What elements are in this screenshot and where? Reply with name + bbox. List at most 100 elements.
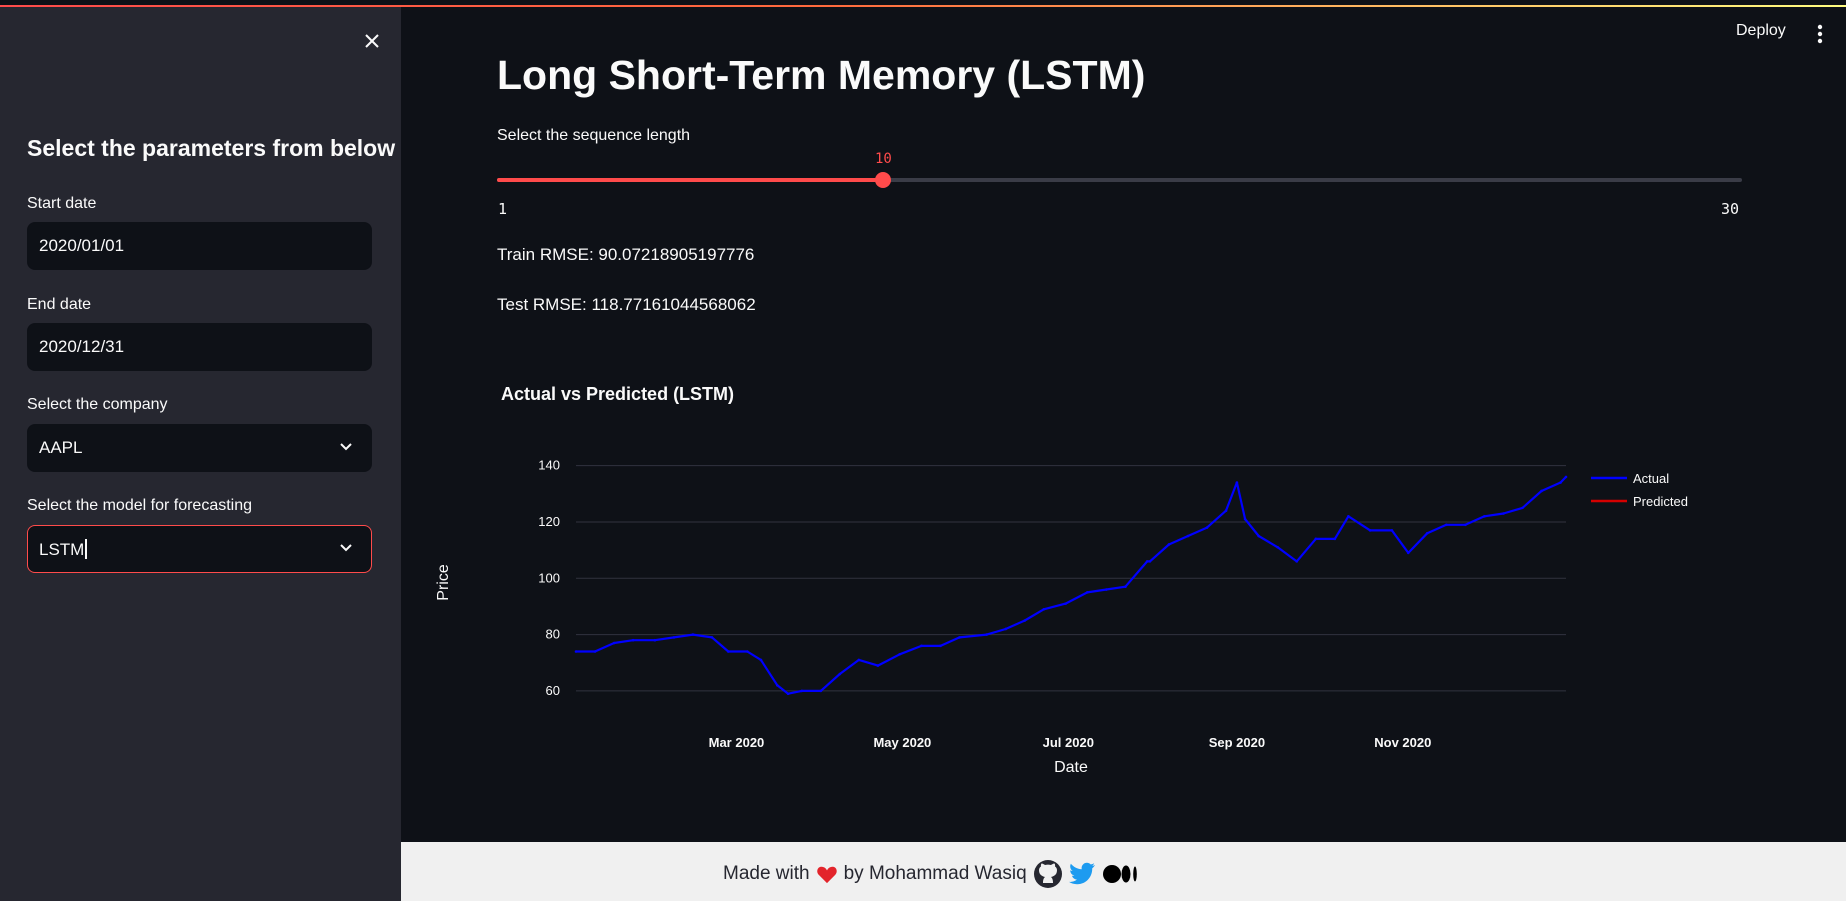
data-point <box>631 638 635 642</box>
data-point <box>1023 619 1027 622</box>
data-point <box>1406 551 1410 555</box>
footer-author: by Mohammad Wasiq <box>843 863 1027 884</box>
data-point <box>1257 534 1260 538</box>
x-tick-label: Mar 2020 <box>709 735 765 750</box>
data-point <box>1314 537 1318 541</box>
page-title: Long Short-Term Memory (LSTM) <box>497 52 1146 98</box>
footer: Made with by Mohammad Wasiq <box>401 842 1846 901</box>
chevron-down-icon <box>340 544 352 552</box>
data-point <box>838 672 842 676</box>
end-date-value: 2020/12/31 <box>39 337 125 356</box>
data-point <box>786 692 790 696</box>
data-point <box>1464 523 1467 527</box>
model-select[interactable]: LSTM <box>27 525 372 573</box>
data-point <box>746 650 749 653</box>
github-icon[interactable] <box>1033 859 1063 889</box>
end-date-input[interactable]: 2020/12/31 <box>27 323 372 371</box>
data-point <box>1445 523 1448 527</box>
data-point <box>727 650 730 653</box>
chart-title: Actual vs Predicted (LSTM) <box>501 384 735 404</box>
data-point <box>1205 526 1209 529</box>
slider-value: 10 <box>874 151 892 167</box>
slider-fill <box>497 178 884 182</box>
data-point <box>1564 475 1568 479</box>
close-icon <box>365 34 379 48</box>
close-sidebar-button[interactable] <box>358 27 386 55</box>
x-tick-label: May 2020 <box>873 735 931 750</box>
medium-icon[interactable] <box>1102 863 1139 885</box>
data-point <box>775 683 779 687</box>
legend-label-predicted: Predicted <box>1633 494 1688 509</box>
end-date-label: End date <box>27 296 92 313</box>
x-axis-label: Date <box>1054 759 1088 776</box>
data-point <box>1521 506 1524 510</box>
data-point <box>1295 560 1299 563</box>
data-point <box>985 633 988 636</box>
footer-made-with: Made with <box>723 863 810 884</box>
data-point <box>1347 515 1350 518</box>
data-point <box>1004 627 1008 631</box>
data-point <box>876 664 880 667</box>
data-point <box>1086 591 1089 594</box>
data-point <box>958 636 961 639</box>
y-axis-label: Price <box>435 564 452 601</box>
data-point <box>898 653 901 656</box>
top-bar <box>0 0 1846 7</box>
twitter-icon[interactable] <box>1068 862 1097 886</box>
data-point <box>1064 602 1067 605</box>
main-area <box>401 7 1846 842</box>
slider-thumb[interactable] <box>875 172 892 188</box>
data-point <box>1559 481 1562 484</box>
y-tick-label: 80 <box>546 627 560 642</box>
start-date-value: 2020/01/01 <box>39 236 125 255</box>
data-point <box>710 636 714 639</box>
model-label: Select the model for forecasting <box>27 497 253 514</box>
company-select-value: AAPL <box>39 438 83 457</box>
data-point <box>1186 534 1190 538</box>
y-tick-label: 60 <box>546 683 560 698</box>
text-cursor <box>85 539 87 559</box>
data-point <box>612 641 616 645</box>
start-date-input[interactable]: 2020/01/01 <box>27 222 372 270</box>
data-point <box>1540 489 1543 493</box>
y-tick-label: 140 <box>538 458 560 473</box>
data-point <box>1243 517 1247 521</box>
deploy-button[interactable]: Deploy <box>1736 22 1786 39</box>
footer-credit: Made with by Mohammad Wasiq <box>723 859 1139 889</box>
data-point <box>593 650 597 653</box>
y-tick-label: 120 <box>538 514 560 529</box>
sidebar-title: Select the parameters from below <box>27 135 396 161</box>
company-label: Select the company <box>27 396 168 413</box>
data-point <box>1145 560 1149 563</box>
data-point <box>1235 481 1239 484</box>
series-line-actual <box>576 476 1567 695</box>
x-tick-label: Nov 2020 <box>1374 735 1431 750</box>
data-point <box>653 638 657 642</box>
test-rmse-text: Test RMSE: 118.77161044568062 <box>497 295 756 314</box>
sequence-length-slider[interactable]: 10 <box>497 151 1742 188</box>
more-options-icon[interactable] <box>1812 22 1828 46</box>
data-point <box>1167 543 1171 546</box>
model-select-text: LSTM <box>39 539 87 560</box>
data-point <box>1502 512 1505 515</box>
data-point <box>1368 529 1372 532</box>
line-chart[interactable]: 60 80 100 120 140 Mar 2020 May 2020 Jul 2020 Sep… <box>401 420 1701 800</box>
model-select-value: LSTM <box>39 540 85 559</box>
data-point <box>1276 545 1280 549</box>
data-point <box>920 644 923 648</box>
top-decoration-line <box>0 5 1846 7</box>
data-point <box>939 644 942 648</box>
legend-label-actual: Actual <box>1633 471 1669 486</box>
sequence-length-label: Select the sequence length <box>497 127 691 144</box>
data-point <box>1333 537 1337 541</box>
heart-icon <box>816 866 837 884</box>
company-select[interactable]: AAPL <box>27 424 372 472</box>
data-point <box>1148 560 1152 563</box>
x-tick-label: Sep 2020 <box>1209 735 1265 750</box>
chevron-down-icon <box>340 443 352 451</box>
train-rmse-text: Train RMSE: 90.07218905197776 <box>497 245 755 264</box>
data-point <box>1390 529 1394 532</box>
data-point <box>1483 515 1486 518</box>
slider-max-label: 30 <box>1721 200 1740 218</box>
data-point <box>819 689 823 693</box>
